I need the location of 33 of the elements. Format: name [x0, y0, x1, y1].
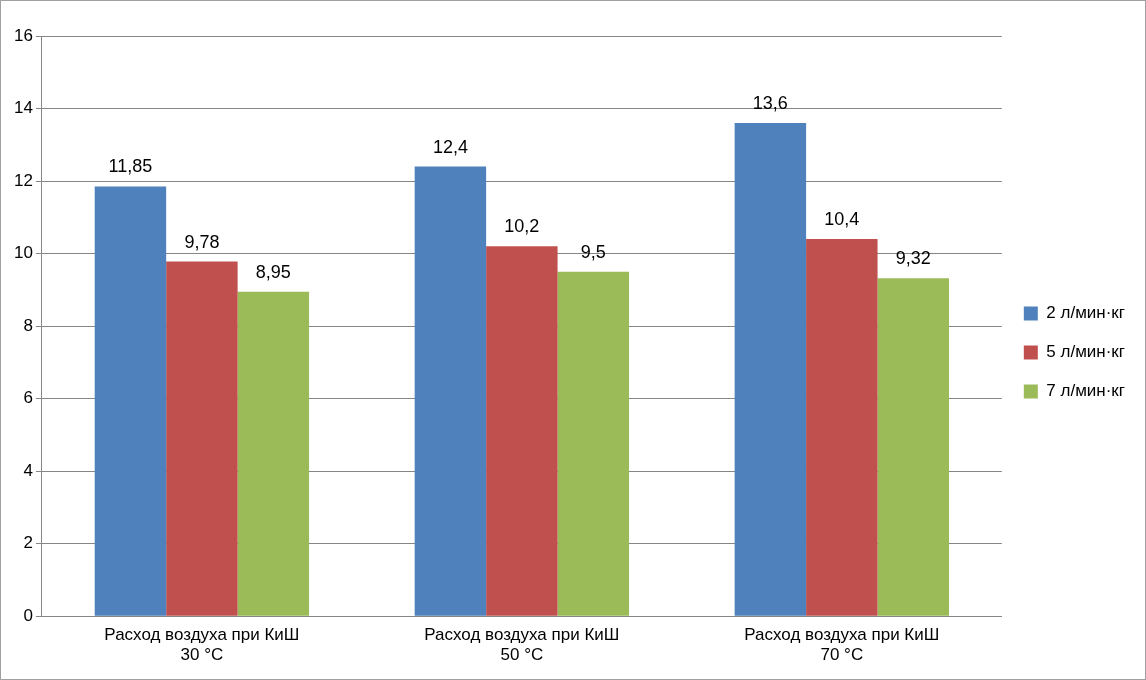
y-tick-label: 6: [23, 388, 33, 408]
bar: [414, 166, 487, 616]
data-label: 10,4: [824, 209, 860, 230]
bar: [806, 239, 878, 616]
y-tick-label: 8: [23, 315, 33, 335]
data-label: 9,5: [580, 241, 606, 262]
y-tick-label: 4: [23, 460, 33, 480]
legend-label: 2 л/мин·кг: [1046, 303, 1126, 323]
bar: [237, 291, 310, 616]
data-label: 12,4: [432, 136, 468, 157]
y-tick-label: 0: [23, 605, 33, 625]
bar: [877, 278, 950, 616]
data-label: 10,2: [504, 216, 540, 237]
data-label: 9,32: [895, 248, 931, 269]
y-tick-label: 16: [13, 25, 33, 45]
x-tick-label: Расход воздуха при КиШ 30 °C: [104, 625, 300, 665]
bar: [734, 123, 807, 616]
bar: [94, 186, 167, 616]
bar: [486, 246, 558, 616]
y-tick-label: 10: [13, 243, 33, 263]
bar: [166, 261, 238, 616]
y-tick-label: 14: [13, 98, 33, 118]
bar: [557, 271, 630, 616]
x-tick-label: Расход воздуха при КиШ 70 °C: [744, 625, 940, 665]
y-tick-label: 2: [23, 533, 33, 553]
y-tick-label: 12: [13, 170, 33, 190]
data-label: 13,6: [752, 93, 788, 113]
data-label: 11,85: [108, 156, 153, 177]
data-label: 9,78: [184, 231, 220, 252]
data-label: 8,95: [255, 261, 291, 282]
legend-label: 7 л/мин·кг: [1046, 381, 1126, 401]
x-tick-label: Расход воздуха при КиШ 50 °C: [424, 625, 620, 665]
legend-label: 5 л/мин·кг: [1046, 342, 1126, 362]
